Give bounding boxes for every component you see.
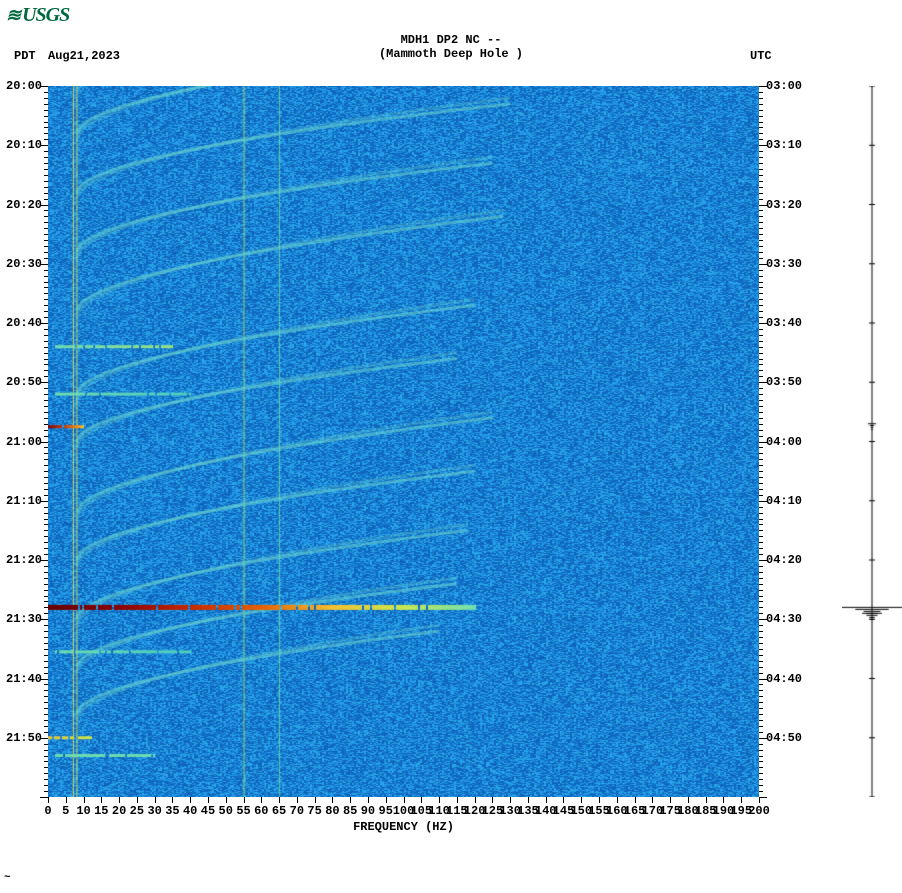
x-tick-label: 75: [307, 804, 321, 818]
y-tick-label-right: 03:40: [766, 316, 802, 330]
y-tick-label-right: 04:10: [766, 494, 802, 508]
x-tick-label: 35: [165, 804, 179, 818]
x-tick-label: 60: [254, 804, 268, 818]
y-tick-label-right: 03:00: [766, 79, 802, 93]
footer-mark: ~: [4, 872, 11, 884]
spectrogram-canvas: [48, 86, 759, 797]
title-line-1: MDH1 DP2 NC --: [0, 33, 902, 47]
usgs-logo: ≋ USGS: [6, 4, 69, 27]
x-tick-label: 200: [748, 804, 770, 818]
x-tick-label: 65: [272, 804, 286, 818]
y-tick-label-right: 04:20: [766, 553, 802, 567]
y-tick-label-left: 21:10: [6, 494, 42, 508]
y-tick-label-left: 20:30: [6, 257, 42, 271]
x-tick-label: 40: [183, 804, 197, 818]
y-tick-label-left: 20:00: [6, 79, 42, 93]
y-tick-label-left: 21:30: [6, 612, 42, 626]
y-tick-label-right: 03:30: [766, 257, 802, 271]
y-tick-label-left: 20:40: [6, 316, 42, 330]
spectrogram-plot: [48, 86, 759, 797]
x-tick-label: 15: [94, 804, 108, 818]
x-tick-label: 45: [201, 804, 215, 818]
y-tick-label-left: 21:20: [6, 553, 42, 567]
y-tick-label-right: 04:50: [766, 731, 802, 745]
y-tick-label-right: 04:40: [766, 672, 802, 686]
date-label: Aug21,2023: [48, 49, 120, 63]
x-tick-label: 95: [379, 804, 393, 818]
y-tick-label-right: 04:00: [766, 435, 802, 449]
x-tick-label: 55: [236, 804, 250, 818]
usgs-logo-symbol: ≋: [6, 5, 20, 26]
y-tick-label-left: 20:10: [6, 138, 42, 152]
x-tick-label: 90: [361, 804, 375, 818]
y-tick-label-left: 21:50: [6, 731, 42, 745]
seismogram-canvas: [842, 86, 902, 797]
x-tick-label: 5: [62, 804, 69, 818]
x-tick-label: 80: [325, 804, 339, 818]
y-tick-label-left: 21:00: [6, 435, 42, 449]
x-tick-label: 20: [112, 804, 126, 818]
x-axis-title: FREQUENCY (HZ): [48, 820, 759, 834]
y-tick-label-left: 21:40: [6, 672, 42, 686]
x-tick-label: 85: [343, 804, 357, 818]
y-tick-label-right: 03:10: [766, 138, 802, 152]
x-tick-label: 0: [44, 804, 51, 818]
seismogram-strip: [842, 86, 902, 797]
timezone-right: UTC: [750, 49, 772, 63]
y-tick-label-right: 03:50: [766, 375, 802, 389]
timezone-left: PDT: [14, 49, 36, 63]
y-tick-label-right: 03:20: [766, 198, 802, 212]
y-tick-label-left: 20:50: [6, 375, 42, 389]
x-tick-label: 25: [130, 804, 144, 818]
x-tick-label: 10: [76, 804, 90, 818]
y-tick-label-right: 04:30: [766, 612, 802, 626]
x-tick-label: 50: [219, 804, 233, 818]
usgs-logo-text: USGS: [22, 4, 69, 27]
x-tick-label: 30: [147, 804, 161, 818]
x-tick-label: 70: [290, 804, 304, 818]
y-tick-label-left: 20:20: [6, 198, 42, 212]
